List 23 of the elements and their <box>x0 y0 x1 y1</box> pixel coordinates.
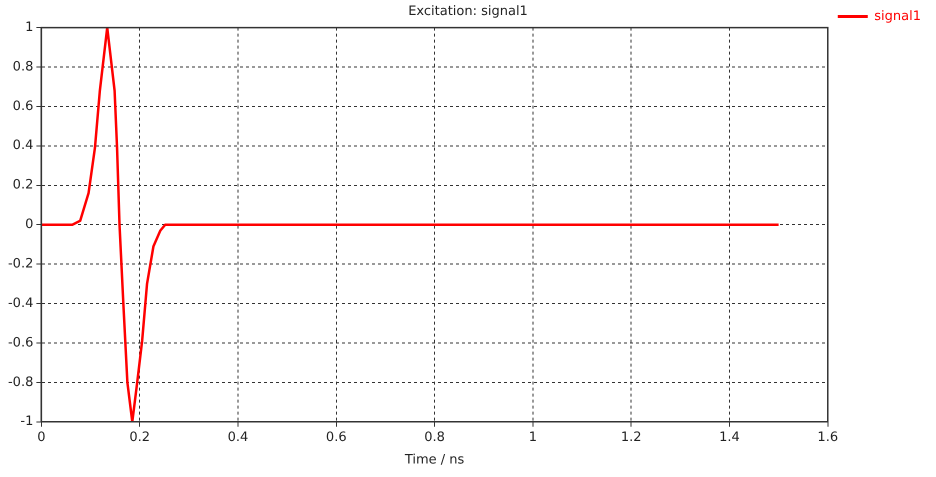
x-tick-label: 1.2 <box>620 430 642 445</box>
y-tick-label: 0.6 <box>12 98 34 114</box>
y-tick-label: -0.8 <box>8 374 34 390</box>
x-tick-label: 1.6 <box>817 430 838 445</box>
x-tick-label: 0.4 <box>228 430 248 445</box>
y-tick-label: 0.8 <box>12 59 34 74</box>
y-tick-label: 0.4 <box>12 138 34 154</box>
x-tick-label: 0.6 <box>326 430 347 445</box>
x-tick-label: 0 <box>37 430 46 445</box>
legend-label: signal1 <box>874 8 922 24</box>
x-axis-title: Time / ns <box>404 452 465 468</box>
x-tick-label: 1.4 <box>719 430 740 445</box>
y-tick-label: 1 <box>25 20 34 35</box>
x-tick-label: 0.8 <box>424 430 445 445</box>
y-tick-label: -0.2 <box>8 256 34 272</box>
x-tick-label: 1 <box>528 430 538 445</box>
y-tick-label: 0.2 <box>12 178 34 193</box>
y-tick-label: -0.6 <box>8 335 34 350</box>
y-tick-label: -0.4 <box>8 296 34 311</box>
y-tick-label: -1 <box>20 414 34 430</box>
chart-title: Excitation: signal1 <box>408 4 528 20</box>
x-tick-label: 0.2 <box>129 430 150 445</box>
y-tick-label: 0 <box>25 217 34 232</box>
